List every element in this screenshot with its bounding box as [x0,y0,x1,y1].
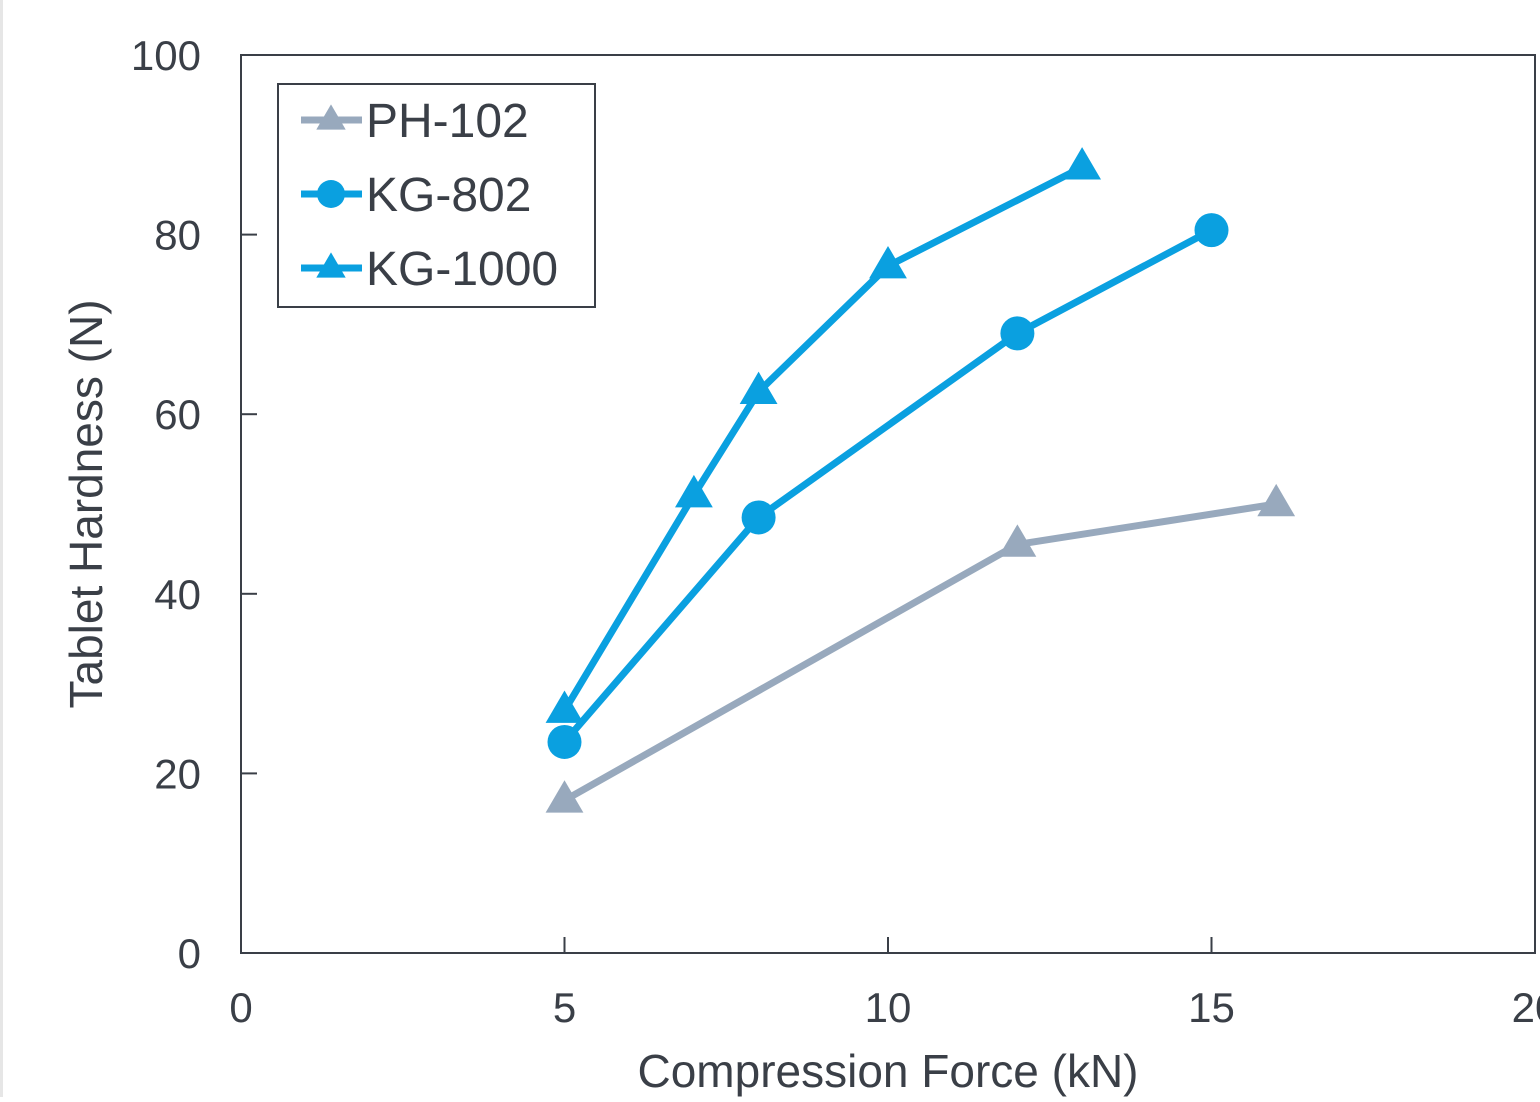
y-tick-label: 60 [154,391,201,438]
series-ph-102 [545,483,1296,813]
series-line [561,227,1214,745]
data-point [1000,316,1035,351]
data-point [741,500,776,535]
series-layer [545,147,1296,813]
data-point [545,780,584,813]
legend-item: KG-802 [301,169,531,222]
y-axis-label: Tablet Hardness (N) [60,299,112,708]
x-tick-label: 5 [553,984,576,1031]
data-point [1257,483,1296,517]
y-tick-label: 0 [178,930,201,977]
data-point [869,245,907,279]
x-tick-label: 0 [229,984,252,1031]
x-tick-label: 20 [1512,984,1540,1031]
series-kg-1000 [545,147,1101,723]
data-point [547,724,582,759]
data-point [675,474,713,508]
legend-item: PH-102 [301,95,529,148]
data-point [1194,213,1229,248]
x-tick-label: 10 [865,984,912,1031]
legend-item: KG-1000 [301,243,558,296]
legend-swatch-marker [316,104,346,130]
legend-label: PH-102 [366,95,529,148]
y-tick-label: 20 [154,750,201,797]
axis-ticks: 0 5 10 15 20 0 20 40 60 80 100 [131,32,1540,1031]
y-tick-label: 40 [154,571,201,618]
series-line [561,164,1084,713]
legend: PH-102 KG-802 KG-1000 [277,83,596,308]
data-point [739,371,778,405]
y-tick-label: 100 [131,32,201,79]
legend-swatch-marker [316,252,346,278]
x-tick-label: 15 [1188,984,1235,1031]
x-axis-label: Compression Force (kN) [638,1045,1139,1097]
window-edge [0,0,3,1097]
series-line [562,500,1277,804]
y-tick-label: 80 [154,212,201,259]
legend-swatch-marker [317,180,345,208]
data-point [998,524,1037,557]
legend-label: KG-1000 [366,243,558,296]
data-point [1063,147,1101,180]
series-kg-802 [547,213,1229,759]
data-point [545,690,584,723]
legend-label: KG-802 [366,169,531,222]
